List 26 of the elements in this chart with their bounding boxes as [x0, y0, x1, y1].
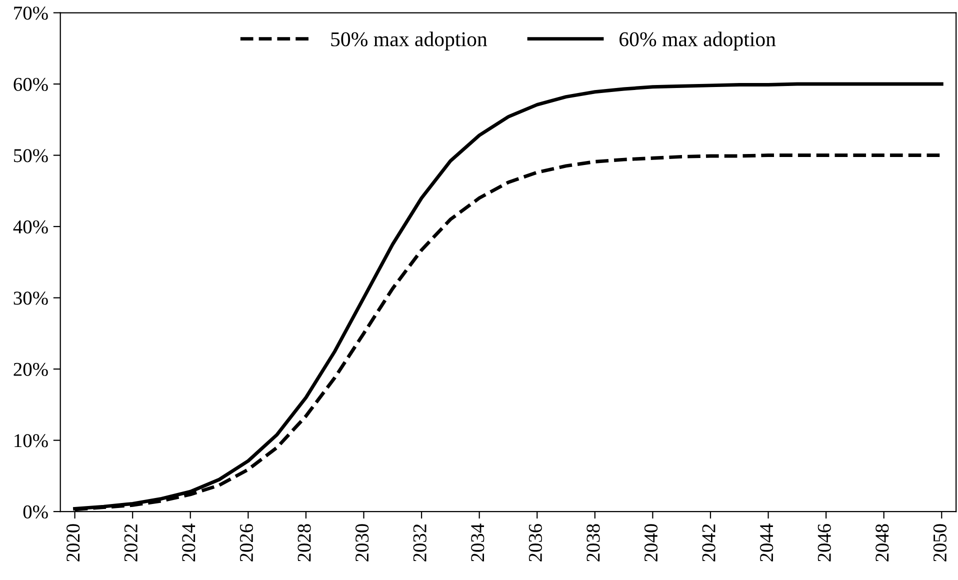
y-tick-label: 40% — [13, 220, 48, 234]
x-tick-label: 2048 — [876, 524, 889, 562]
x-tick-label: 2020 — [66, 524, 80, 562]
y-tick-label: 0% — [23, 505, 48, 519]
y-tick-label: 50% — [14, 149, 48, 162]
y-tick-label: 30% — [14, 292, 48, 305]
x-tick-label: 2024 — [182, 524, 196, 562]
y-tick-label: 20% — [14, 362, 48, 376]
x-tick-label: 2034 — [471, 524, 484, 562]
x-tick-label: 2046 — [818, 524, 831, 562]
x-tick-label: 2026 — [240, 524, 254, 562]
x-tick-label: 2032 — [413, 524, 426, 562]
x-tick-label: 2036 — [528, 524, 542, 562]
y-tick-label: 10% — [14, 434, 48, 448]
x-tick-label: 2030 — [355, 524, 369, 562]
x-tick-label: 2042 — [702, 524, 716, 562]
x-tick-label: 2028 — [298, 524, 311, 562]
x-tick-label: 2038 — [586, 524, 600, 562]
x-tick-label: 2022 — [124, 524, 138, 562]
legend-label: 50% max adoption — [331, 32, 488, 51]
x-tick-label: 2050 — [933, 524, 947, 562]
x-tick-label: 2044 — [760, 524, 774, 562]
legend-label: 60% max adoption — [620, 32, 776, 51]
y-tick-label: 60% — [14, 78, 48, 92]
y-tick-label: 70% — [14, 6, 48, 20]
x-tick-label: 2040 — [644, 524, 658, 562]
